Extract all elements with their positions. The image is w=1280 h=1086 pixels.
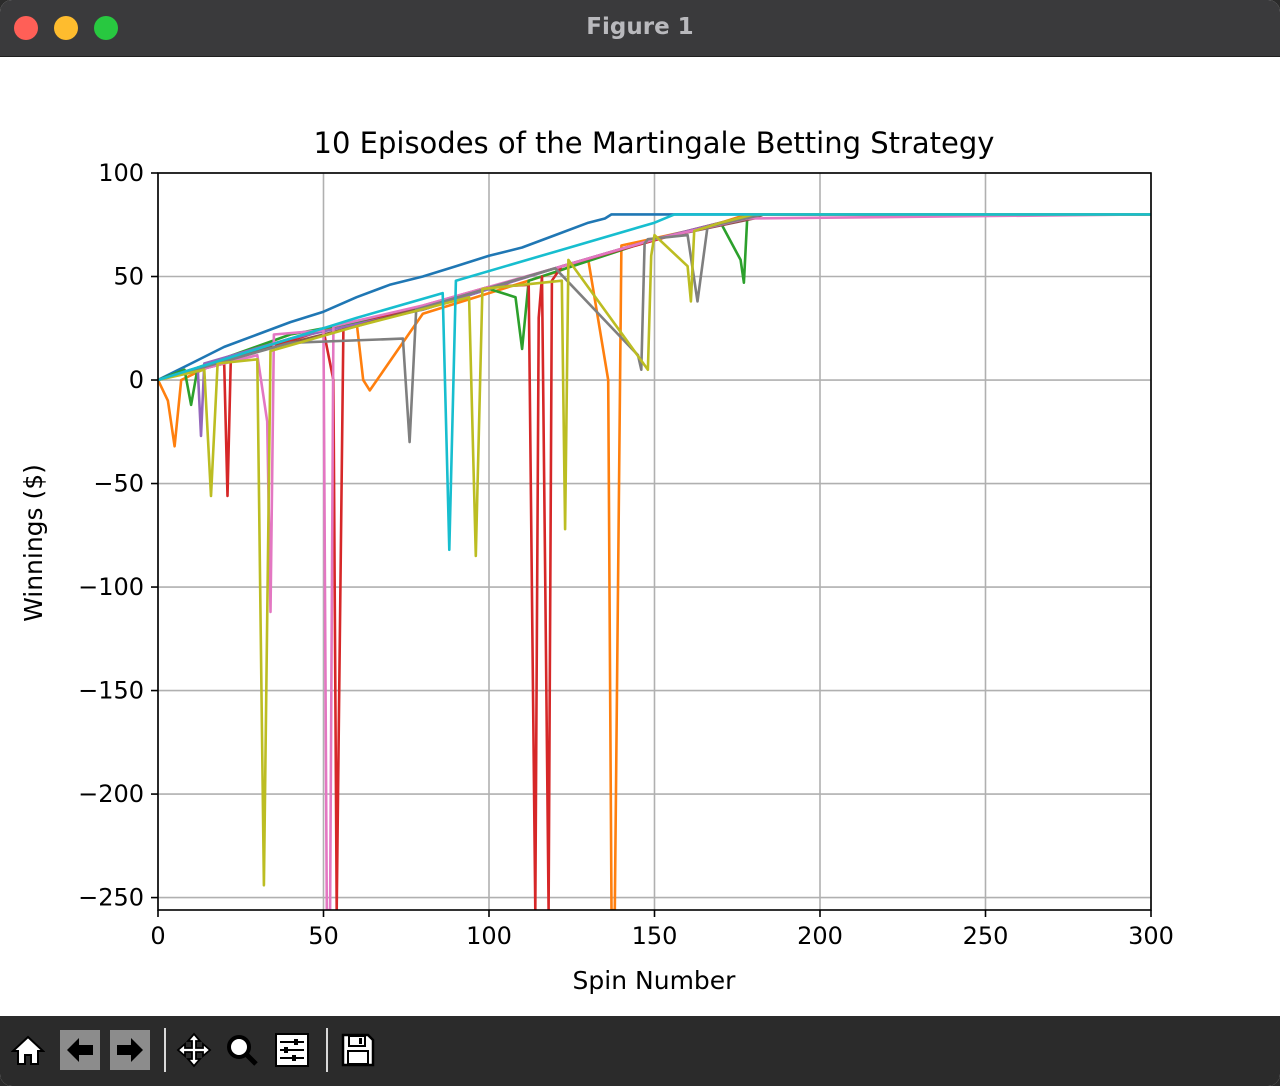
zoom-icon xyxy=(227,1035,258,1066)
plot-series xyxy=(158,213,1151,910)
series-line-3 xyxy=(158,213,1151,407)
x-tick-label: 150 xyxy=(632,922,678,950)
y-tick-label: −100 xyxy=(78,573,144,601)
y-axis-label: Winnings ($) xyxy=(19,464,48,622)
maximize-window-button[interactable] xyxy=(94,16,118,40)
y-tick-label: 0 xyxy=(129,366,144,394)
series-line-1 xyxy=(158,213,1151,382)
title-bar: Figure 1 xyxy=(0,0,1280,57)
pan-button[interactable] xyxy=(174,1030,214,1070)
toolbar-separator xyxy=(326,1028,328,1072)
x-tick-label: 50 xyxy=(308,922,339,950)
series-line-10 xyxy=(158,213,1151,552)
series-line-7 xyxy=(158,213,1151,910)
series-line-9 xyxy=(158,213,1151,887)
y-axis-ticks: 100 50 0 −50 −100 −150 −200 −250 xyxy=(78,159,158,912)
chart-title: 10 Episodes of the Martingale Betting St… xyxy=(314,126,995,160)
x-tick-label: 250 xyxy=(963,922,1009,950)
y-tick-label: −200 xyxy=(78,780,144,808)
y-tick-label: 50 xyxy=(113,263,144,291)
close-window-button[interactable] xyxy=(14,16,38,40)
zoom-button[interactable] xyxy=(222,1030,262,1070)
configure-subplots-button[interactable] xyxy=(272,1030,312,1070)
y-tick-label: −250 xyxy=(78,884,144,912)
forward-button[interactable] xyxy=(110,1030,150,1070)
back-button[interactable] xyxy=(60,1030,100,1070)
home-button[interactable] xyxy=(8,1030,48,1070)
minimize-window-button[interactable] xyxy=(54,16,78,40)
x-axis-ticks: 0 50 100 150 200 250 300 xyxy=(150,910,1174,950)
series-line-8 xyxy=(158,213,1151,444)
x-tick-label: 100 xyxy=(466,922,512,950)
toolbar-separator xyxy=(164,1028,166,1072)
back-arrow-icon xyxy=(67,1038,93,1062)
x-axis-label: Spin Number xyxy=(573,966,737,995)
forward-arrow-icon xyxy=(117,1038,143,1062)
x-tick-label: 300 xyxy=(1128,922,1174,950)
x-tick-label: 200 xyxy=(797,922,843,950)
y-tick-label: −50 xyxy=(93,470,144,498)
y-tick-label: 100 xyxy=(98,159,144,187)
window-title: Figure 1 xyxy=(586,14,694,40)
save-icon xyxy=(341,1033,375,1067)
figure-canvas: 10 Episodes of the Martingale Betting St… xyxy=(0,57,1280,1015)
configure-subplots-icon xyxy=(275,1033,309,1067)
home-icon xyxy=(11,1035,45,1065)
y-tick-label: −150 xyxy=(78,677,144,705)
figure-background xyxy=(0,57,1280,1015)
save-button[interactable] xyxy=(338,1030,378,1070)
line-chart: 10 Episodes of the Martingale Betting St… xyxy=(0,57,1280,1015)
x-tick-label: 0 xyxy=(150,922,165,950)
navigation-toolbar xyxy=(0,1016,1280,1086)
pan-icon xyxy=(176,1032,212,1068)
